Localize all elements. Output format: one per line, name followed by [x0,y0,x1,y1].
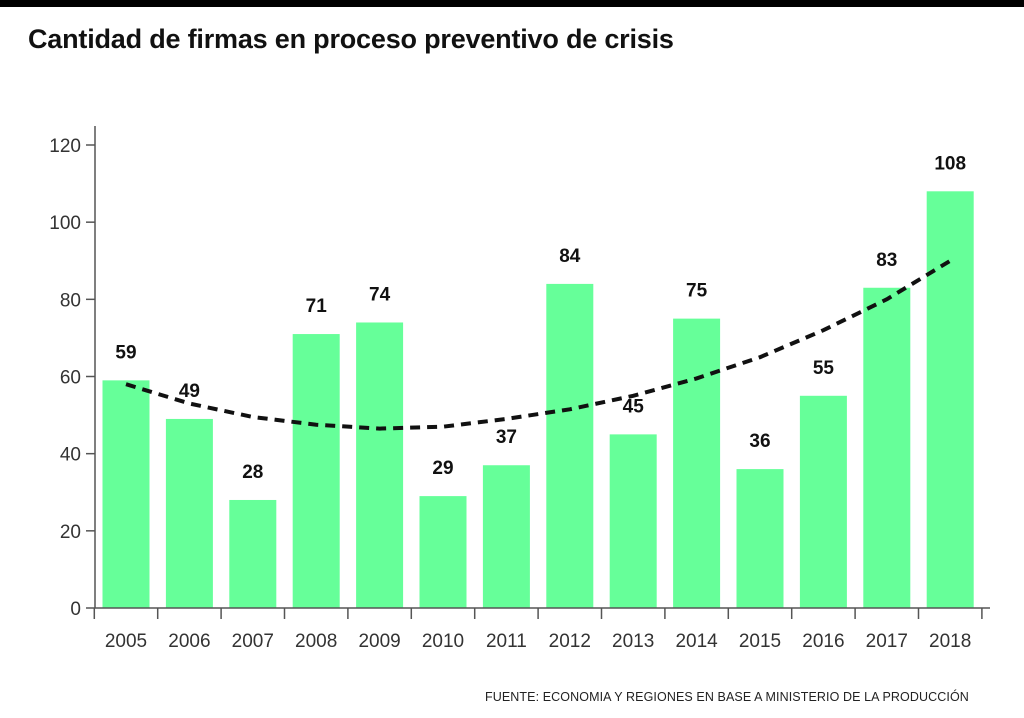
x-tick-label: 2015 [739,631,781,652]
bar [292,334,340,608]
bar [165,418,213,608]
axes [94,126,990,609]
bar [229,499,277,608]
x-tick-label: 2017 [866,631,908,652]
data-label: 55 [813,358,835,379]
bar [673,318,721,608]
bar [482,465,530,608]
x-tick-label: 2011 [486,631,527,652]
x-tick-label: 2012 [549,631,591,652]
y-tick-label: 120 [49,136,81,157]
chart-title: Cantidad de firmas en proceso preventivo… [28,24,674,54]
x-tick-label: 2010 [422,631,464,652]
data-label: 71 [306,296,328,317]
bars [102,191,974,609]
data-label: 75 [686,281,708,302]
data-label: 36 [749,431,770,452]
x-tick-label: 2014 [675,631,718,652]
x-tick-label: 2009 [358,631,400,652]
bar [546,283,594,608]
y-tick-label: 100 [49,213,81,234]
data-label: 45 [623,396,645,417]
data-labels: 59 49 28 71 74 29 37 84 45 75 36 55 83 108 [115,153,966,483]
x-tick-label: 2013 [612,631,654,652]
data-label: 28 [242,462,263,483]
data-label: 108 [934,153,966,174]
bar [102,380,150,608]
data-label: 84 [559,246,581,267]
x-axis-ticks: 2005 2006 2007 2008 2009 2010 2011 2012 2013 2014… [93,608,983,652]
y-tick-label: 60 [60,368,81,389]
x-tick-label: 2016 [802,631,844,652]
y-tick-label: 20 [60,522,81,543]
top-rule [0,0,1024,7]
y-tick-label: 0 [70,599,81,620]
bar [926,191,974,609]
data-label: 83 [876,250,897,271]
data-label: 37 [496,427,517,448]
x-tick-label: 2006 [168,631,210,652]
data-label: 59 [115,342,136,363]
data-label: 74 [369,284,391,305]
x-tick-label: 2008 [295,631,337,652]
x-tick-label: 2007 [232,631,274,652]
bar [863,287,911,608]
y-tick-label: 40 [60,445,81,466]
trend-line [125,259,952,431]
data-label: 29 [432,458,453,479]
y-tick-label: 80 [60,290,81,311]
y-axis-ticks: 0 20 40 60 80 100 120 [49,136,95,620]
data-label: 49 [179,381,200,402]
bar [799,395,847,608]
bar [609,434,657,608]
x-tick-label: 2018 [929,631,971,652]
bar [356,322,404,608]
bar [736,469,784,608]
source-note: FUENTE: ECONOMIA Y REGIONES EN BASE A MI… [485,690,969,704]
bar [419,496,467,608]
x-tick-label: 2005 [105,631,147,652]
